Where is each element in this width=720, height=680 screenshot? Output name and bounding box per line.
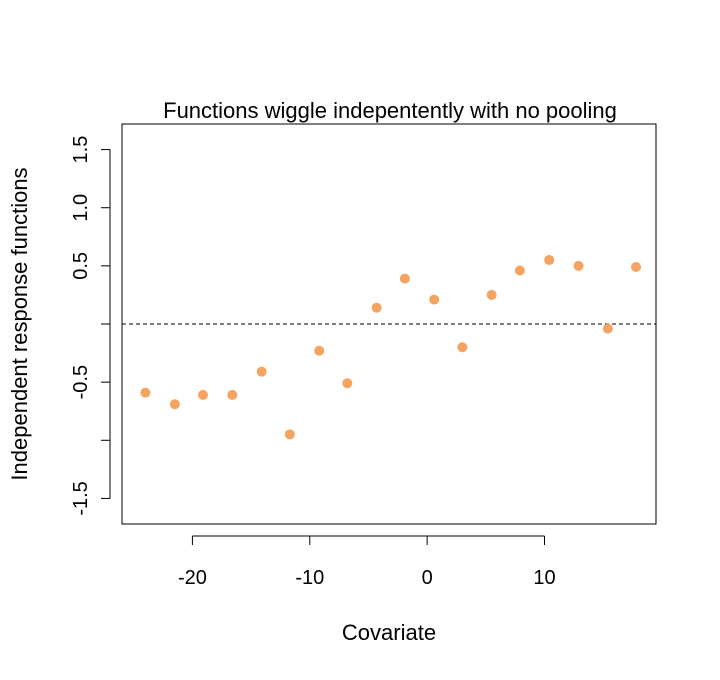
y-axis-label: Independent response functions: [7, 167, 32, 480]
data-point: [284, 429, 295, 440]
data-point: [602, 323, 613, 334]
y-axis: -1.5 -0.5 0.5 1.0 1.5: [70, 136, 111, 516]
y-tick-label: 1.0: [70, 194, 92, 222]
y-tick-label: 1.5: [70, 136, 92, 164]
data-point: [486, 289, 497, 300]
y-tick-label: 0.5: [70, 252, 92, 280]
x-axis: -20 -10 0 10: [178, 535, 556, 589]
data-point: [514, 265, 525, 276]
data-point: [429, 294, 440, 305]
data-point: [457, 342, 468, 353]
x-tick-label: -10: [295, 567, 324, 589]
y-tick-label: -0.5: [70, 365, 92, 399]
data-points: [140, 255, 642, 440]
data-point: [631, 262, 642, 273]
x-tick-label: 0: [422, 567, 433, 589]
x-tick-label: 10: [533, 567, 555, 589]
x-axis-label: Covariate: [342, 620, 436, 645]
data-point: [256, 366, 267, 377]
x-tick-label: -20: [178, 567, 207, 589]
data-point: [371, 302, 382, 313]
data-point: [227, 389, 238, 400]
y-tick-label: -1.5: [70, 481, 92, 515]
data-point: [314, 345, 325, 356]
data-point: [342, 378, 353, 389]
data-point: [140, 387, 151, 398]
chart-title: Functions wiggle indepentently with no p…: [163, 98, 617, 123]
data-point: [399, 273, 410, 284]
data-point: [573, 260, 584, 271]
data-point: [169, 399, 180, 410]
data-point: [544, 255, 555, 266]
data-point: [197, 389, 208, 400]
